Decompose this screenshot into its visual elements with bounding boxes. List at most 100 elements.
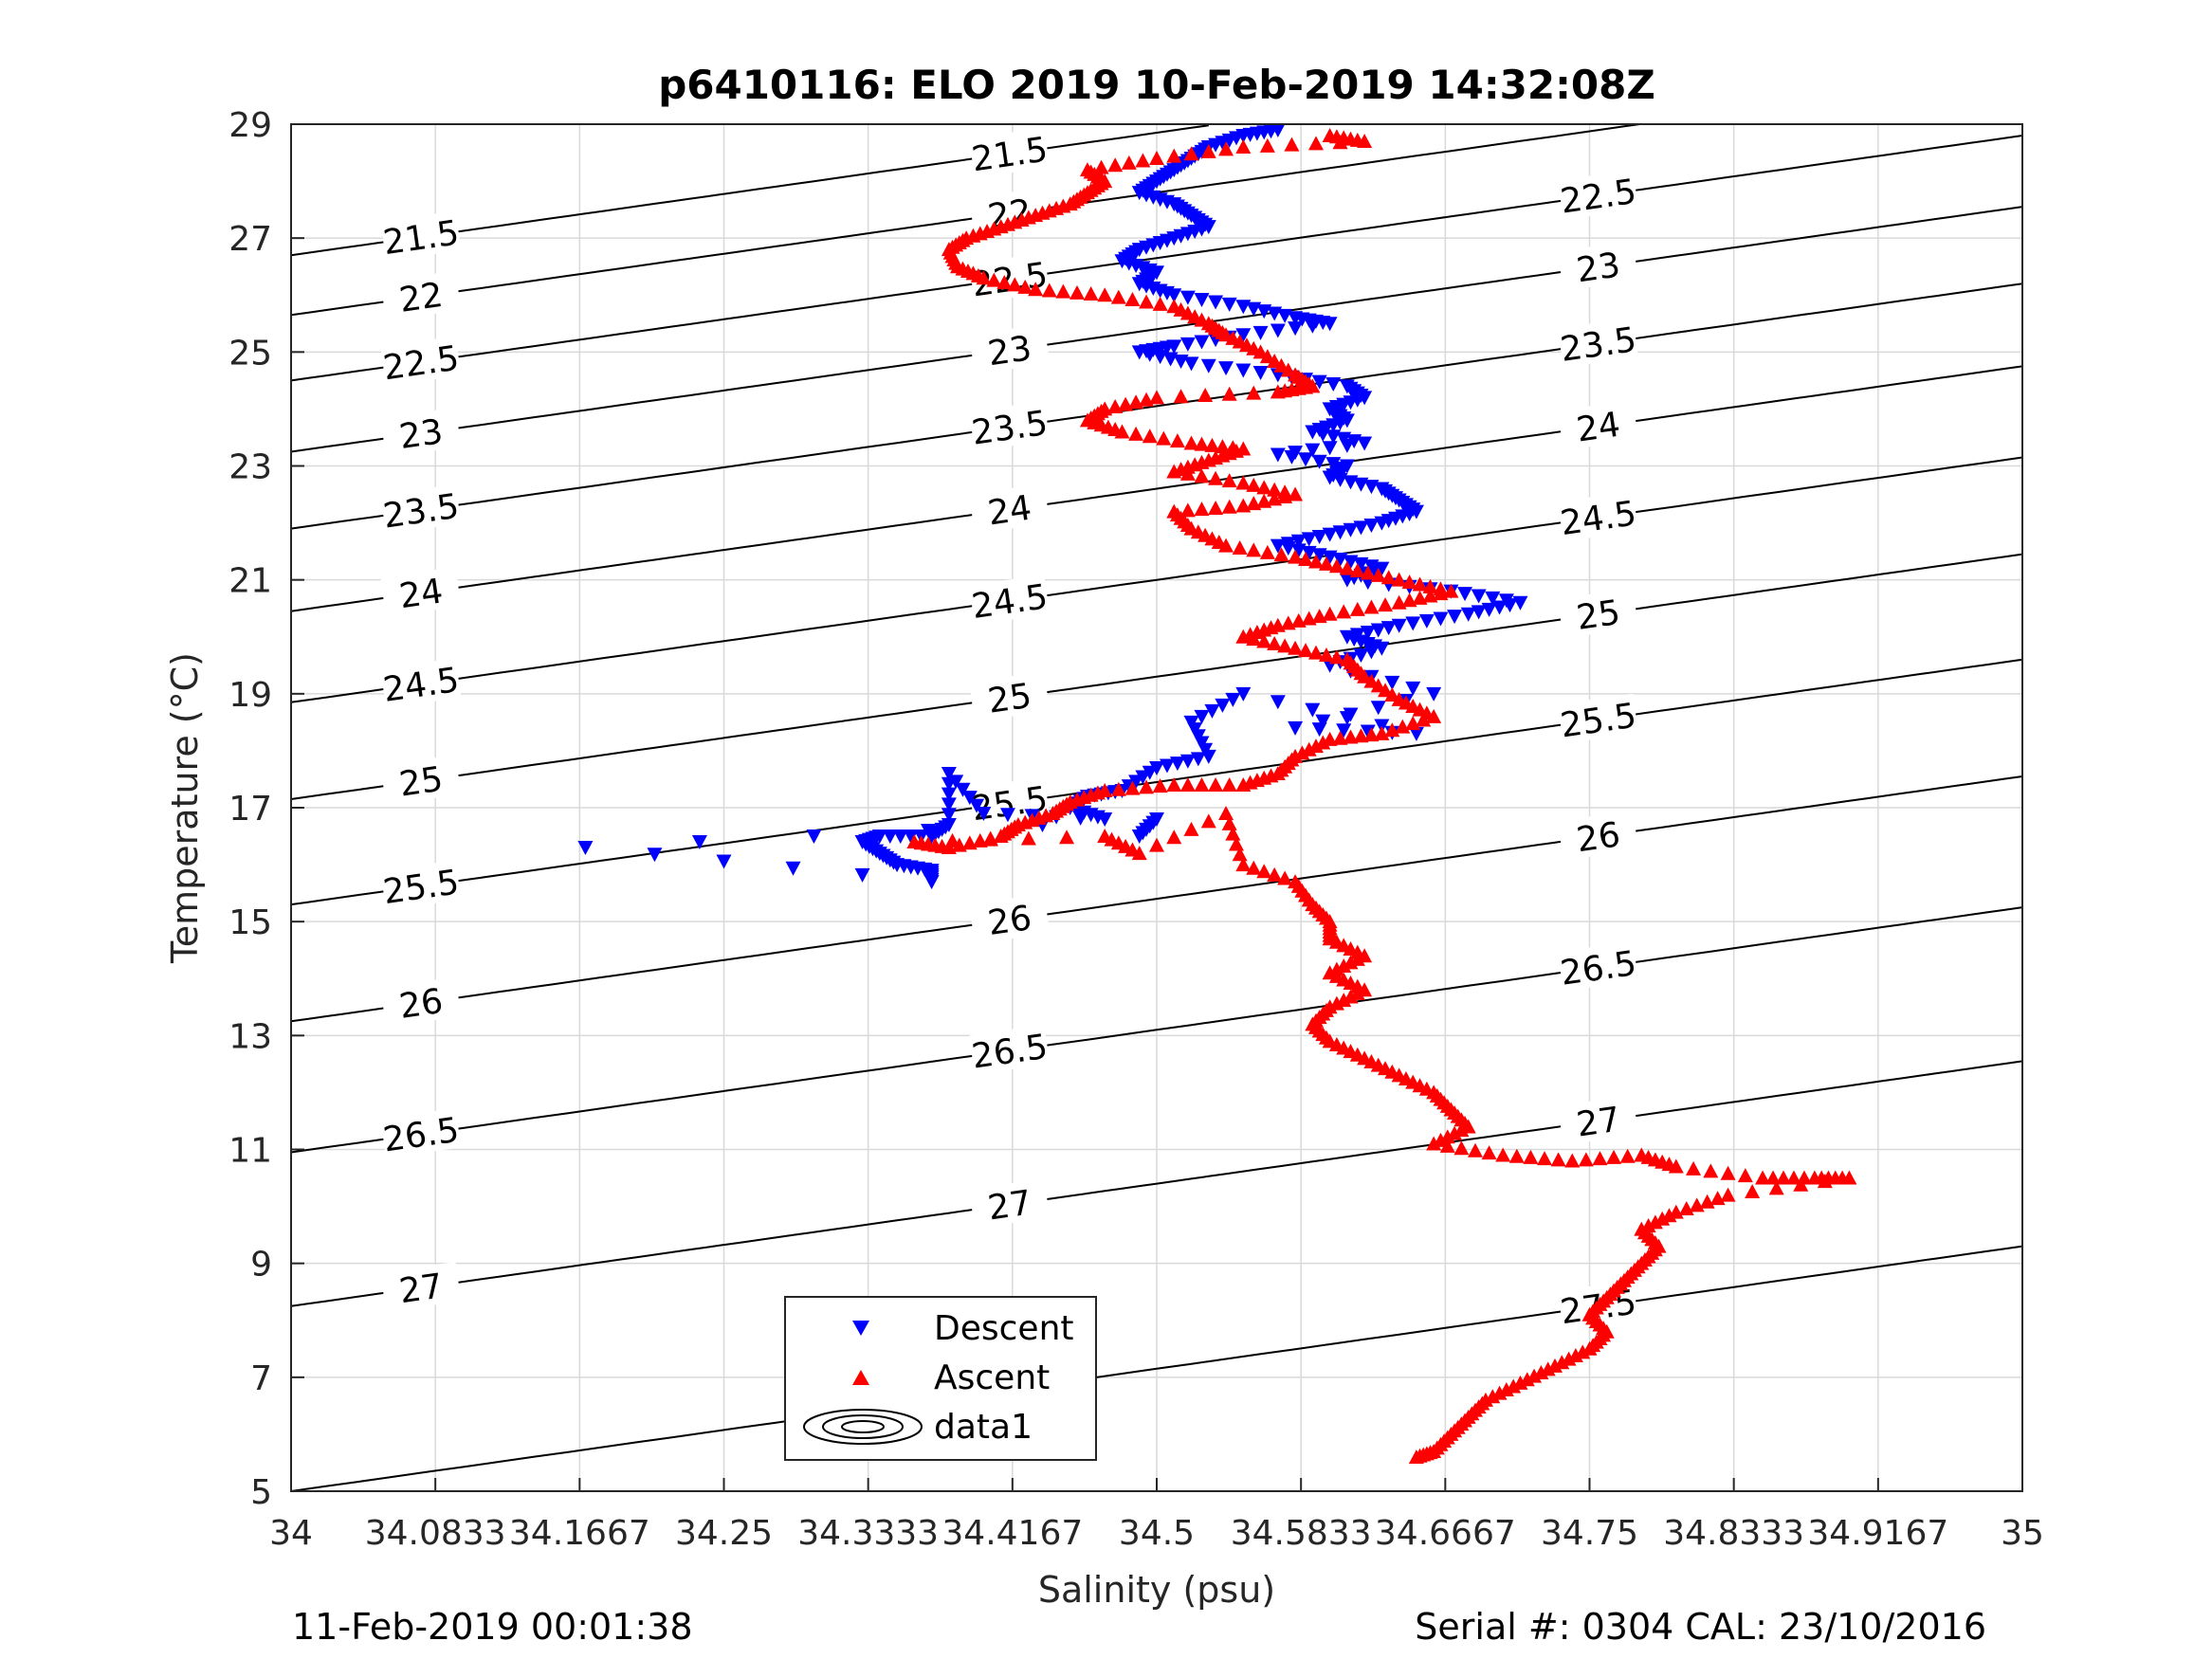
ascent-point	[1246, 496, 1262, 511]
ascent-point	[1280, 615, 1296, 630]
isopycnal-line	[290, 775, 2023, 1023]
ascent-point	[1401, 592, 1417, 608]
isopycnal-line	[290, 906, 2023, 1154]
descent-point	[1363, 518, 1380, 533]
descent-point	[1343, 522, 1359, 538]
ascent-point	[1169, 433, 1185, 448]
ascent-point	[1550, 1152, 1566, 1167]
descent-point	[1166, 288, 1182, 303]
ascent-point	[1235, 857, 1252, 872]
ascent-point	[1246, 385, 1262, 400]
ascent-point	[1288, 486, 1304, 501]
isopycnal-line	[290, 658, 2023, 906]
descent-point	[1298, 452, 1314, 467]
descent-point	[1235, 686, 1252, 702]
descent-point	[1305, 443, 1321, 458]
ascent-point	[1152, 296, 1168, 311]
legend-ascent-label: Ascent	[934, 1358, 1050, 1397]
y-tick-label: 21	[229, 562, 272, 601]
descent-point	[854, 867, 870, 883]
descent-point	[1332, 472, 1348, 487]
ascent-point	[961, 835, 978, 850]
y-tick-label: 29	[229, 106, 272, 145]
ascent-point	[1204, 437, 1220, 452]
descent-point	[1481, 602, 1497, 617]
ascent-series	[906, 128, 1857, 1464]
ascent-point	[1578, 1152, 1594, 1167]
ascent-point	[906, 834, 923, 849]
ascent-point	[1218, 141, 1234, 156]
descent-point	[1194, 293, 1210, 308]
ascent-point	[1149, 390, 1164, 405]
isopycnal-label-bg	[380, 566, 462, 617]
isopycnal-label-bg	[1557, 1095, 1639, 1146]
ascent-point	[1107, 399, 1124, 414]
ascent-point	[1020, 830, 1036, 846]
ascent-point	[1332, 135, 1348, 150]
ascent-point	[1232, 847, 1248, 862]
isopycnal-label-bg	[969, 1178, 1051, 1229]
ascent-point	[1322, 606, 1338, 621]
x-tick-label: 34.9167	[1807, 1514, 1948, 1553]
ascent-point	[1256, 864, 1272, 879]
descent-point	[1200, 749, 1216, 764]
ascent-point	[1307, 554, 1324, 569]
isopycnal-label: 27	[397, 1267, 446, 1311]
ascent-point	[1745, 1183, 1761, 1198]
isopycnal-label-bg	[1557, 241, 1639, 291]
ascent-point	[1592, 1151, 1608, 1166]
descent-point	[1256, 304, 1272, 319]
ascent-point	[1221, 499, 1237, 514]
descent-point	[969, 798, 985, 813]
ascent-point	[1363, 599, 1380, 614]
ascent-point	[1374, 725, 1390, 740]
x-tick-label: 34.25	[675, 1514, 773, 1553]
legend-descent-marker	[852, 1321, 869, 1336]
descent-point	[1322, 317, 1338, 332]
legend-data1-marker	[803, 1409, 923, 1445]
ascent-point	[1235, 629, 1252, 644]
isopycnal-label-bg	[1557, 693, 1639, 744]
isopycnal-label-bg	[969, 893, 1051, 944]
ascent-point	[1124, 780, 1141, 795]
descent-point	[1339, 711, 1355, 726]
descent-point	[920, 824, 936, 839]
descent-point	[1208, 295, 1224, 310]
ascent-point	[986, 272, 1002, 287]
isopycnal-label-bg	[969, 1024, 1051, 1075]
ascent-point	[1110, 781, 1126, 796]
descent-point	[1405, 681, 1421, 696]
ascent-point	[1737, 1168, 1753, 1183]
ascent-point	[1246, 631, 1262, 647]
ascent-point	[1307, 645, 1324, 660]
ascent-point	[1537, 1151, 1553, 1166]
descent-point	[1270, 323, 1286, 338]
descent-point	[1159, 758, 1175, 774]
ascent-point	[1221, 386, 1237, 401]
descent-point	[961, 791, 978, 806]
descent-point	[1363, 480, 1380, 495]
ascent-point	[1059, 830, 1075, 845]
ascent-point	[1121, 155, 1137, 170]
descent-point	[1221, 297, 1237, 312]
descent-point	[1194, 335, 1210, 350]
ascent-point	[1277, 638, 1293, 653]
x-tick-label: 34.3333	[797, 1514, 939, 1553]
ascent-point	[1277, 488, 1293, 503]
x-tick-label: 34	[269, 1514, 313, 1553]
ascent-point	[1328, 649, 1344, 665]
descent-point	[1179, 337, 1196, 352]
ascent-point	[1267, 866, 1283, 882]
isopycnal-label: 23	[1574, 246, 1622, 290]
y-tick-label: 5	[250, 1473, 272, 1512]
ascent-point	[1391, 594, 1407, 610]
descent-point	[1460, 607, 1476, 622]
isopycnal-line	[290, 283, 2023, 530]
ascent-point	[1183, 435, 1199, 450]
isopycnal-label-bg	[1557, 169, 1639, 220]
descent-point	[1353, 477, 1369, 492]
ascent-point	[1678, 1200, 1694, 1215]
x-tick-label: 34.5833	[1231, 1514, 1372, 1553]
descent-point	[976, 807, 992, 822]
